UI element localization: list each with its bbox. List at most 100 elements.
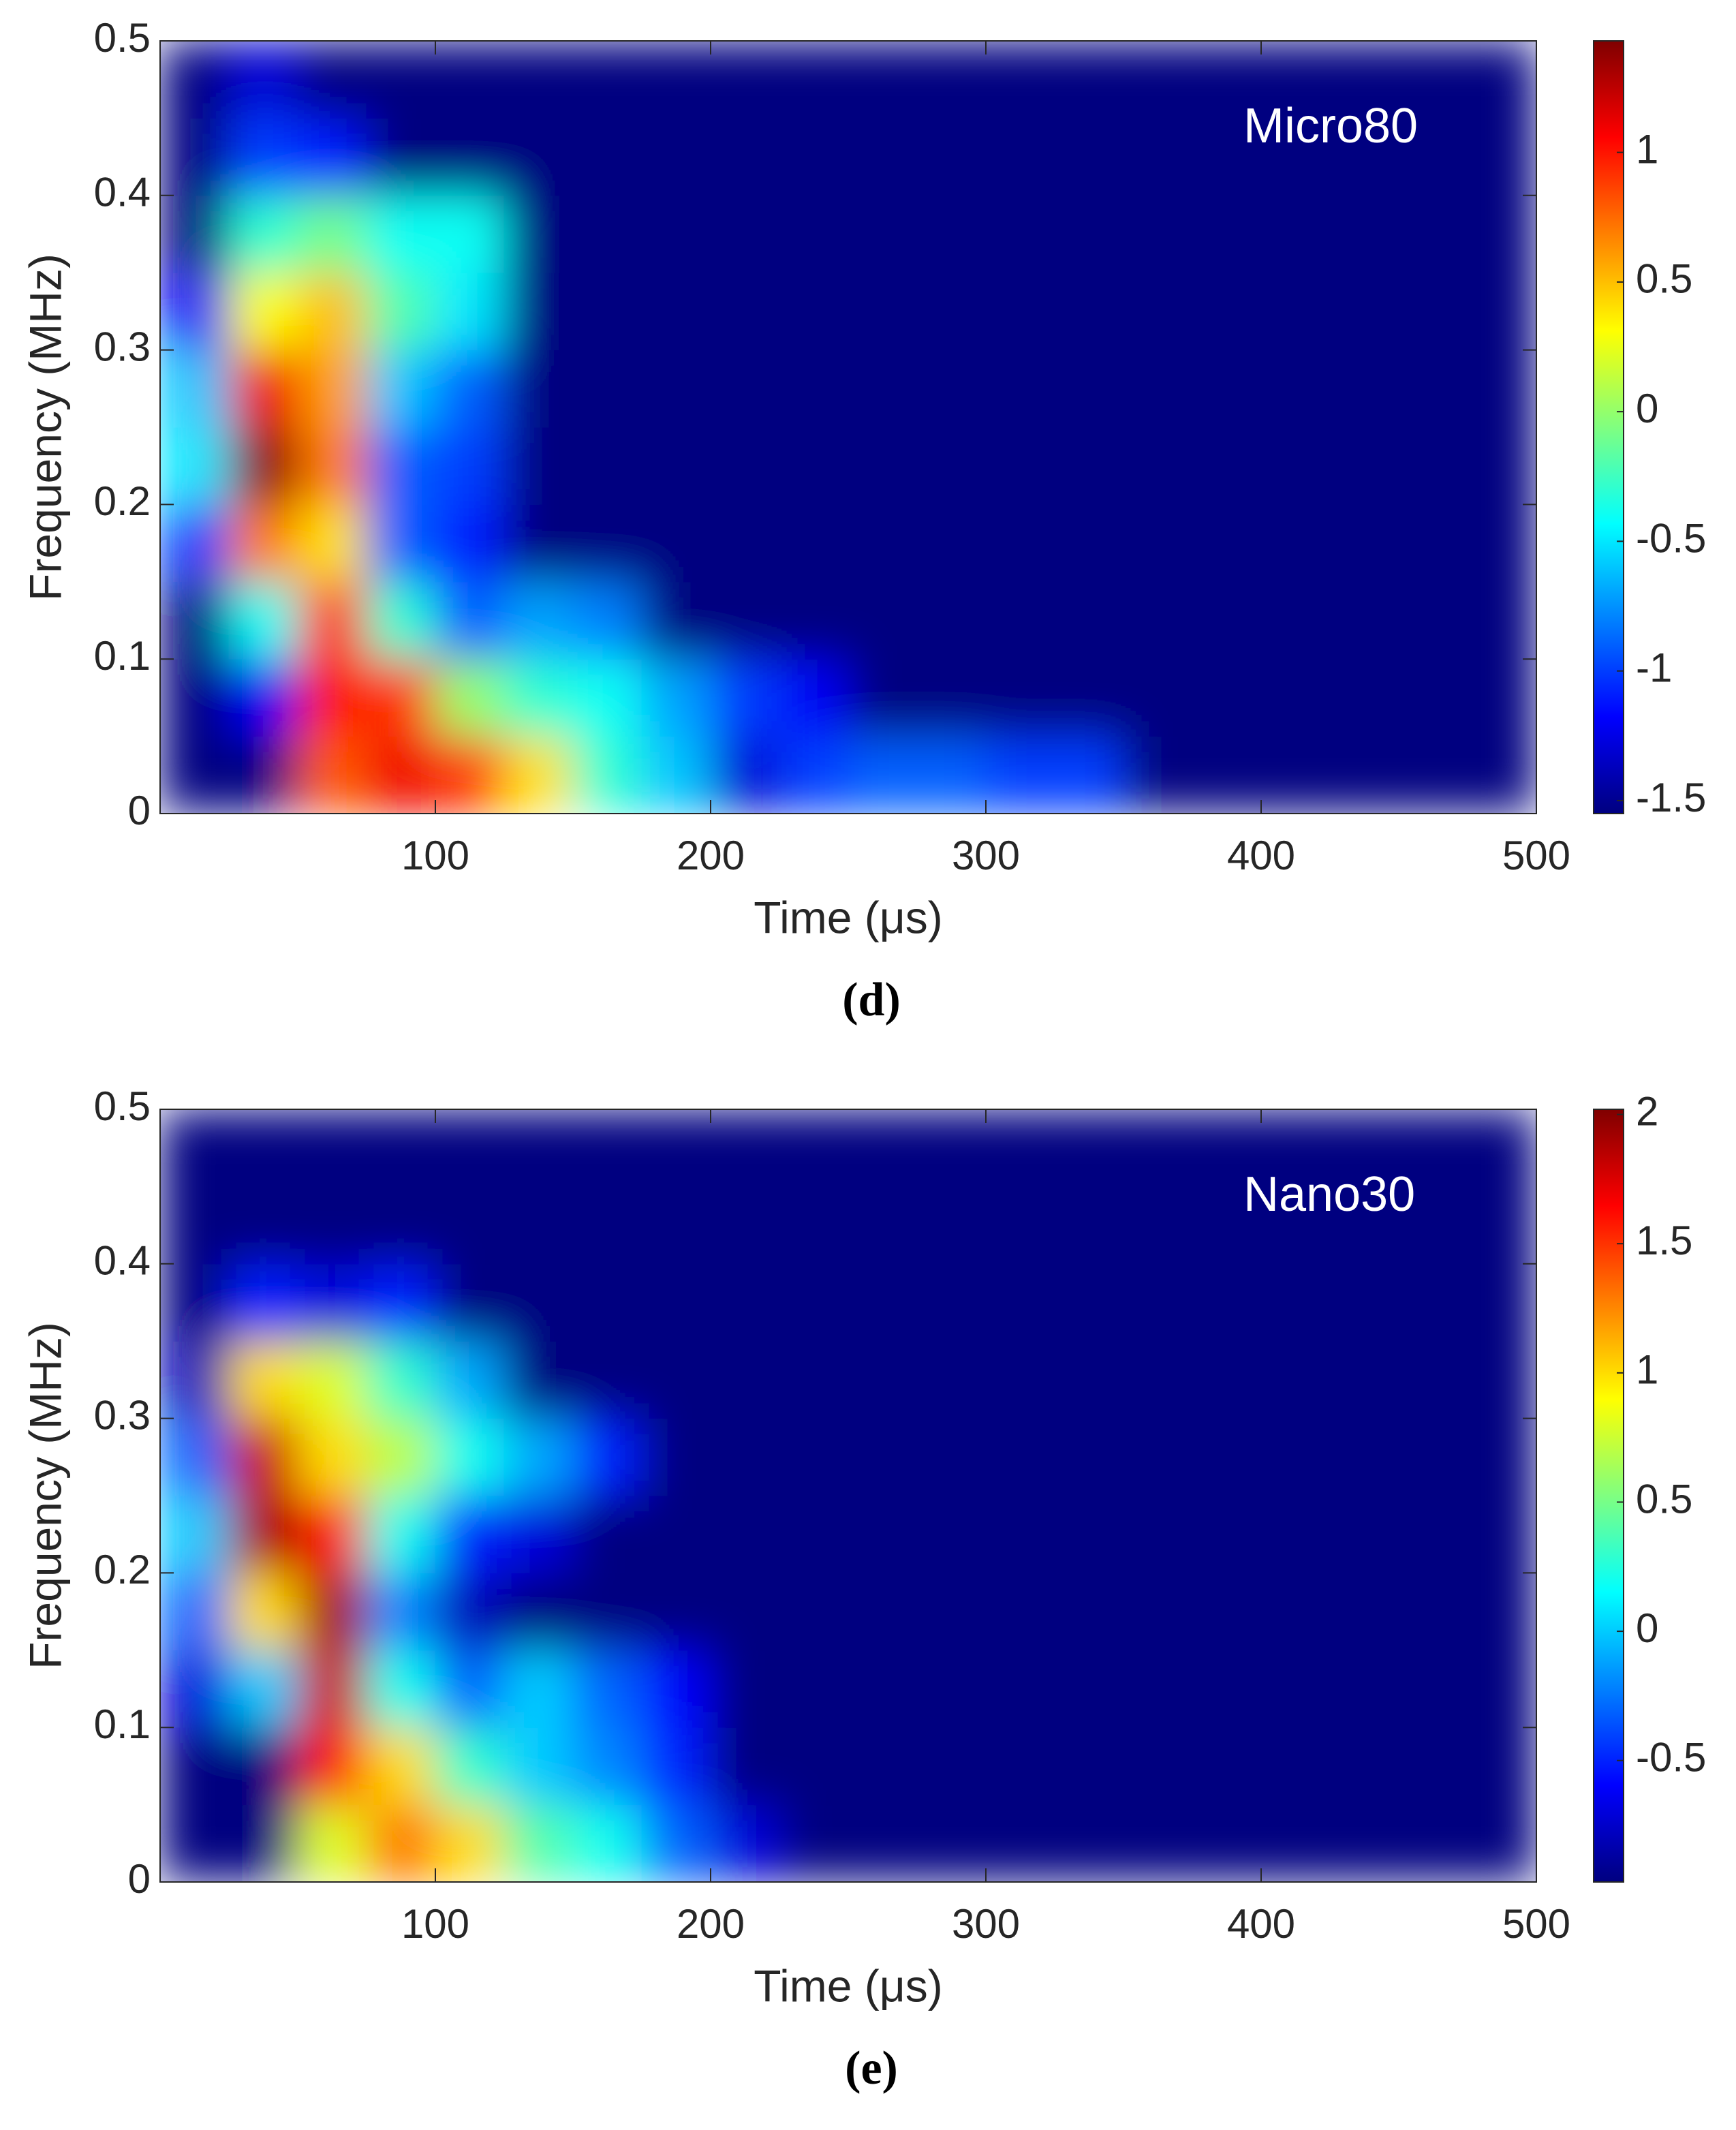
heatmap-cell [435,1572,505,1651]
heatmap-cell [985,1418,1055,1496]
heatmap-cell [641,1727,711,1806]
heatmap-cell [641,117,711,196]
heatmap-cell [1260,504,1331,583]
heatmap-cell [641,41,711,119]
heatmap-cell [572,1804,642,1882]
heatmap-cell [1054,350,1124,428]
heatmap-cell [228,1572,298,1651]
heatmap-cell [572,581,642,660]
heatmap-cell [297,1418,367,1496]
heatmap-cell [1192,1495,1262,1573]
annotation: Nano30 [1243,1167,1415,1222]
heatmap-cell [916,427,987,505]
heatmap-cell [503,1109,574,1187]
heatmap-cell [503,427,574,505]
heatmap-cell [1398,1186,1468,1265]
heatmap-cell [1260,1572,1331,1651]
heatmap-cell [1398,1727,1468,1806]
heatmap-cell [366,1495,436,1573]
heatmap-cell [779,1495,849,1573]
heatmap-cell [435,1186,505,1265]
heatmap-cell [1398,1109,1468,1187]
heatmap-cell [503,1650,574,1728]
heatmap-cell [572,41,642,119]
colorbar-tick-label: -1.5 [1636,775,1706,820]
heatmap-cell [916,41,987,119]
heatmap-cell [916,1263,987,1342]
heatmap-cell [779,1727,849,1806]
heatmap-cell [1467,658,1536,737]
heatmap-cell [503,117,574,196]
heatmap-cell [1398,195,1468,273]
heatmap-cell [297,1109,367,1187]
heatmap-cell [985,427,1055,505]
heatmap-cell [1260,272,1331,351]
heatmap-cell [435,427,505,505]
heatmap-cell [710,1186,780,1265]
heatmap-cell [1329,1727,1399,1806]
heatmap-cell [1467,581,1536,660]
heatmap-cell [435,658,505,737]
heatmap-cell [1398,1572,1468,1651]
heatmap-cell [1054,427,1124,505]
heatmap-cell [779,1186,849,1265]
heatmap-cell [366,1804,436,1882]
heatmap-cell [1398,504,1468,583]
heatmap-cell [1467,1650,1536,1728]
heatmap-cell [779,736,849,814]
heatmap-cell [228,195,298,273]
heatmap-cell [572,1727,642,1806]
heatmap-cell [1123,1418,1193,1496]
heatmap-cell [160,658,230,737]
heatmap-cell [779,1340,849,1419]
heatmap-cell [1123,1495,1193,1573]
heatmap-cell [503,1804,574,1882]
heatmap-cell [1123,581,1193,660]
heatmap-cell [848,1572,918,1651]
heatmap-cell [710,427,780,505]
heatmap-cell [572,272,642,351]
heatmap-cell [228,1263,298,1342]
heatmap-cell [503,1263,574,1342]
heatmap-cell [1467,1340,1536,1419]
heatmap-cell [1329,1650,1399,1728]
heatmap-cell [641,427,711,505]
heatmap-cell [297,1650,367,1728]
heatmap-cell [160,350,230,428]
heatmap-cell [916,1804,987,1882]
heatmap-cell [1054,1263,1124,1342]
heatmap-cell [848,1109,918,1187]
heatmap-cell [503,1418,574,1496]
heatmap-cell [1467,1804,1536,1882]
heatmap-cell [503,272,574,351]
heatmap-cell [985,1727,1055,1806]
heatmap-cell [572,504,642,583]
heatmap-cell [503,1572,574,1651]
heatmap-cell [1467,736,1536,814]
heatmap-cell [641,1804,711,1882]
heatmap-cell [848,117,918,196]
heatmap-cell [1329,504,1399,583]
heatmap-cell [710,41,780,119]
heatmap-cell [435,1418,505,1496]
heatmap-cell [228,736,298,814]
heatmap-cell [1192,1650,1262,1728]
heatmap-cell [297,736,367,814]
heatmap-cell [1192,195,1262,273]
heatmap-cell [297,1186,367,1265]
heatmap-cell [1260,658,1331,737]
heatmap-cell [848,1804,918,1882]
heatmap-cell [366,736,436,814]
x-tick-label: 200 [677,1901,745,1947]
colorbar-tick-label: 2 [1636,1088,1658,1134]
heatmap-cell [1260,1650,1331,1728]
colorbar [1593,40,1624,814]
heatmap-cell [779,504,849,583]
heatmap-cell [297,272,367,351]
heatmap-cell [710,504,780,583]
heatmap-cell [160,1650,230,1728]
heatmap-cell [1398,1340,1468,1419]
heatmap-cell [779,350,849,428]
heatmap-cell [297,658,367,737]
heatmap-cell [1329,1804,1399,1882]
